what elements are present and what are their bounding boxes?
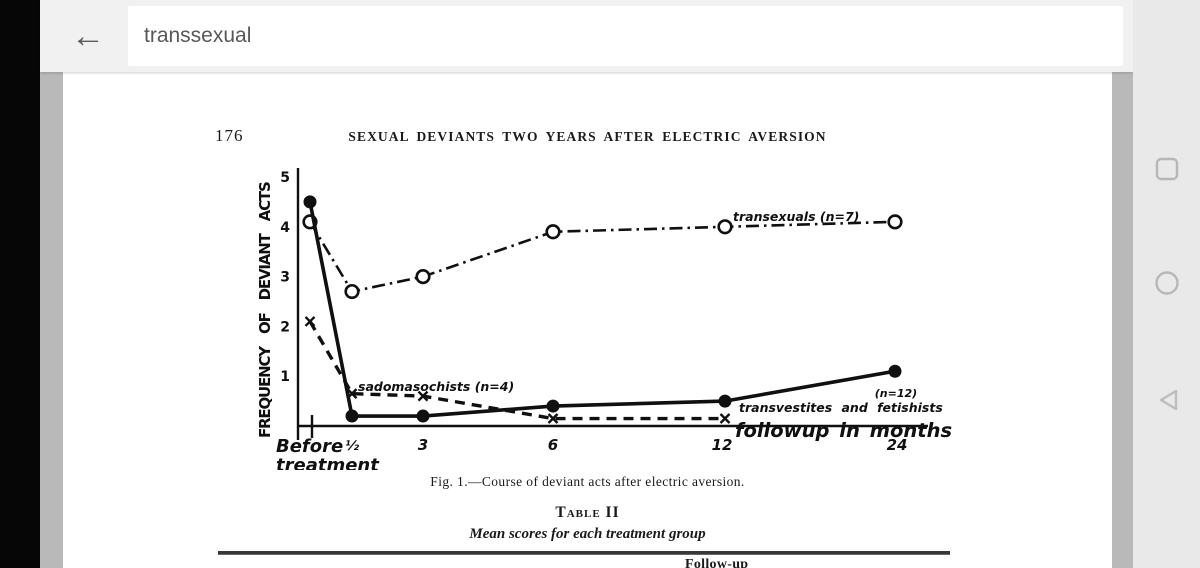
y-tick-label: 2	[280, 319, 290, 335]
table-subtitle: Mean scores for each treatment group	[469, 526, 706, 542]
y-tick-label: 4	[280, 220, 290, 236]
home-circle-icon[interactable]	[1155, 271, 1179, 295]
data-point-filled	[718, 394, 732, 408]
data-point-open	[415, 269, 431, 285]
label-transvestites-n: (n=12)	[875, 387, 917, 400]
data-point-open	[545, 224, 561, 240]
figure-1-chart: 1 2 3 4 5 ½ 3 6 12 24 Before treatment FREQUENCY OF …	[250, 160, 965, 476]
x-tick-label: ½	[345, 438, 359, 454]
series-line-0	[308, 220, 896, 294]
x-tick-label: 6	[548, 436, 558, 454]
data-point-x	[417, 390, 429, 402]
data-point-filled	[416, 409, 430, 423]
data-point-x	[304, 316, 316, 327]
back-arrow-icon[interactable]: ←	[71, 16, 105, 55]
data-point-x	[719, 413, 731, 424]
x-axis-label-followup: followup in months	[735, 419, 952, 442]
search-input[interactable]	[128, 6, 1123, 66]
x-tick-label: 3	[418, 436, 428, 454]
browser-top-bar: ←	[40, 0, 1133, 72]
y-tick-label: 1	[280, 369, 290, 385]
android-navigation-bar	[1133, 0, 1200, 568]
data-point-x	[547, 413, 559, 424]
table-title: Table II	[555, 504, 620, 521]
table-top-rule	[218, 551, 950, 555]
y-axis-label: FREQUENCY OF DEVIANT ACTS	[256, 180, 274, 438]
x-origin-label: treatment	[276, 455, 380, 470]
y-tick-label: 3	[280, 270, 290, 286]
recents-square-icon[interactable]	[1155, 157, 1179, 181]
left-black-bezel	[0, 0, 40, 568]
x-origin-label: Before	[276, 436, 343, 457]
data-point-filled	[888, 364, 902, 378]
series-line-2	[308, 201, 896, 418]
document-viewer[interactable]: 176 SEXUAL DEVIANTS TWO YEARS AFTER ELEC…	[40, 72, 1133, 568]
x-tick-label: 12	[712, 436, 733, 454]
back-triangle-icon[interactable]	[1155, 387, 1180, 413]
label-sadomasochists: sadomasochists (n=4)	[358, 379, 514, 394]
label-transexuals: transexuals (n=7)	[733, 209, 859, 224]
label-transvestites: transvestites and fetishists	[739, 400, 943, 415]
data-point-open	[344, 283, 360, 300]
data-point-open	[717, 219, 733, 235]
data-point-filled	[303, 195, 317, 209]
figure-caption: Fig. 1.—Course of deviant acts after ele…	[430, 474, 745, 489]
running-head-title: SEXUAL DEVIANTS TWO YEARS AFTER ELECTRIC…	[348, 129, 827, 144]
scanned-page: 176 SEXUAL DEVIANTS TWO YEARS AFTER ELEC…	[63, 72, 1112, 568]
x-tick-label: 24	[887, 436, 908, 454]
page-number: 176	[215, 126, 244, 145]
data-point-filled	[345, 409, 359, 423]
y-tick-label: 5	[280, 170, 290, 186]
axes	[296, 168, 928, 440]
table-partial-column-header: Follow-up	[685, 557, 749, 568]
data-point-open	[887, 214, 903, 230]
data-point-filled	[546, 399, 560, 413]
